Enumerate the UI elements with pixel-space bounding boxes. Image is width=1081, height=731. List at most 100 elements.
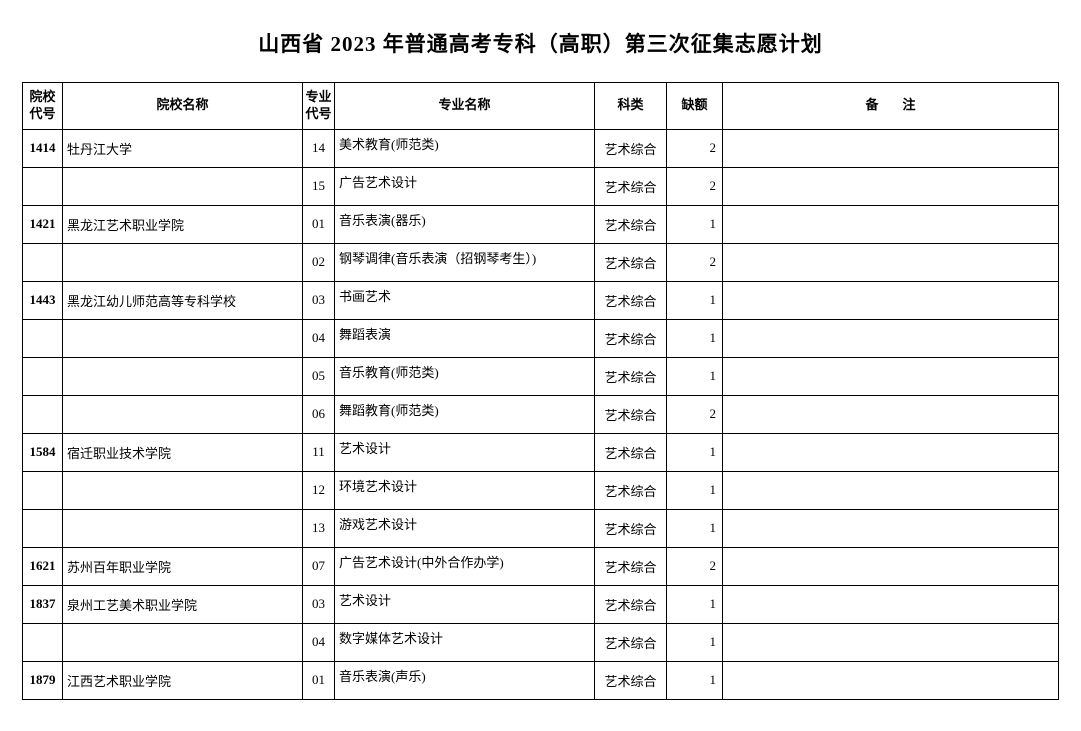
cell-notes — [723, 585, 1059, 623]
cell-category: 艺术综合 — [595, 471, 667, 509]
cell-school-code — [23, 395, 63, 433]
cell-notes — [723, 395, 1059, 433]
cell-major-name: 钢琴调律(音乐表演（招钢琴考生）) — [335, 243, 595, 281]
cell-major-name: 数字媒体艺术设计 — [335, 623, 595, 661]
cell-category: 艺术综合 — [595, 167, 667, 205]
cell-vacancy: 1 — [667, 281, 723, 319]
cell-school-name: 黑龙江艺术职业学院 — [63, 205, 303, 243]
cell-notes — [723, 433, 1059, 471]
cell-major-code: 04 — [303, 623, 335, 661]
cell-school-code — [23, 471, 63, 509]
cell-school-name: 泉州工艺美术职业学院 — [63, 585, 303, 623]
cell-vacancy: 1 — [667, 319, 723, 357]
table-row: 1879江西艺术职业学院01音乐表演(声乐)艺术综合1 — [23, 661, 1059, 699]
cell-notes — [723, 547, 1059, 585]
cell-notes — [723, 243, 1059, 281]
cell-school-code: 1837 — [23, 585, 63, 623]
cell-category: 艺术综合 — [595, 205, 667, 243]
cell-major-name: 音乐教育(师范类) — [335, 357, 595, 395]
cell-school-name: 黑龙江幼儿师范高等专科学校 — [63, 281, 303, 319]
cell-notes — [723, 357, 1059, 395]
cell-vacancy: 2 — [667, 243, 723, 281]
cell-school-code — [23, 243, 63, 281]
table-row: 1584宿迁职业技术学院11艺术设计艺术综合1 — [23, 433, 1059, 471]
cell-category: 艺术综合 — [595, 319, 667, 357]
cell-school-name — [63, 243, 303, 281]
cell-category: 艺术综合 — [595, 433, 667, 471]
cell-notes — [723, 167, 1059, 205]
table-row: 1443黑龙江幼儿师范高等专科学校03书画艺术艺术综合1 — [23, 281, 1059, 319]
cell-notes — [723, 319, 1059, 357]
cell-major-name: 广告艺术设计(中外合作办学) — [335, 547, 595, 585]
table-row: 06舞蹈教育(师范类)艺术综合2 — [23, 395, 1059, 433]
cell-notes — [723, 661, 1059, 699]
cell-notes — [723, 509, 1059, 547]
cell-notes — [723, 471, 1059, 509]
table-row: 1414牡丹江大学14美术教育(师范类)艺术综合2 — [23, 129, 1059, 167]
table-row: 02钢琴调律(音乐表演（招钢琴考生）)艺术综合2 — [23, 243, 1059, 281]
cell-major-name: 舞蹈教育(师范类) — [335, 395, 595, 433]
cell-major-code: 05 — [303, 357, 335, 395]
cell-category: 艺术综合 — [595, 661, 667, 699]
header-notes: 备注 — [723, 83, 1059, 130]
cell-school-code — [23, 167, 63, 205]
cell-vacancy: 1 — [667, 509, 723, 547]
cell-category: 艺术综合 — [595, 547, 667, 585]
cell-notes — [723, 129, 1059, 167]
cell-major-code: 02 — [303, 243, 335, 281]
cell-school-code — [23, 509, 63, 547]
cell-major-code: 14 — [303, 129, 335, 167]
cell-major-name: 音乐表演(声乐) — [335, 661, 595, 699]
cell-major-name: 艺术设计 — [335, 433, 595, 471]
cell-category: 艺术综合 — [595, 585, 667, 623]
cell-school-name: 牡丹江大学 — [63, 129, 303, 167]
admission-plan-table: 院校代号 院校名称 专业代号 专业名称 科类 缺额 备注 1414牡丹江大学14… — [22, 82, 1059, 700]
cell-major-code: 01 — [303, 661, 335, 699]
cell-major-code: 07 — [303, 547, 335, 585]
header-school-name: 院校名称 — [63, 83, 303, 130]
table-row: 05音乐教育(师范类)艺术综合1 — [23, 357, 1059, 395]
cell-school-code: 1879 — [23, 661, 63, 699]
cell-major-code: 15 — [303, 167, 335, 205]
cell-vacancy: 1 — [667, 661, 723, 699]
cell-school-name — [63, 395, 303, 433]
cell-major-code: 11 — [303, 433, 335, 471]
cell-school-code: 1584 — [23, 433, 63, 471]
header-major-code: 专业代号 — [303, 83, 335, 130]
cell-school-code — [23, 357, 63, 395]
table-row: 1837泉州工艺美术职业学院03艺术设计艺术综合1 — [23, 585, 1059, 623]
cell-major-code: 03 — [303, 281, 335, 319]
cell-notes — [723, 623, 1059, 661]
cell-school-name: 江西艺术职业学院 — [63, 661, 303, 699]
cell-category: 艺术综合 — [595, 357, 667, 395]
table-header-row: 院校代号 院校名称 专业代号 专业名称 科类 缺额 备注 — [23, 83, 1059, 130]
cell-major-name: 游戏艺术设计 — [335, 509, 595, 547]
cell-major-name: 音乐表演(器乐) — [335, 205, 595, 243]
cell-major-code: 03 — [303, 585, 335, 623]
cell-major-name: 美术教育(师范类) — [335, 129, 595, 167]
cell-vacancy: 1 — [667, 471, 723, 509]
cell-category: 艺术综合 — [595, 623, 667, 661]
header-vacancy: 缺额 — [667, 83, 723, 130]
cell-category: 艺术综合 — [595, 129, 667, 167]
cell-major-code: 04 — [303, 319, 335, 357]
cell-vacancy: 2 — [667, 547, 723, 585]
cell-major-name: 艺术设计 — [335, 585, 595, 623]
cell-vacancy: 1 — [667, 623, 723, 661]
cell-vacancy: 1 — [667, 433, 723, 471]
cell-vacancy: 1 — [667, 585, 723, 623]
cell-school-name: 苏州百年职业学院 — [63, 547, 303, 585]
cell-school-code: 1443 — [23, 281, 63, 319]
cell-major-code: 01 — [303, 205, 335, 243]
cell-school-code: 1621 — [23, 547, 63, 585]
cell-major-code: 12 — [303, 471, 335, 509]
header-category: 科类 — [595, 83, 667, 130]
cell-school-name — [63, 357, 303, 395]
cell-major-name: 书画艺术 — [335, 281, 595, 319]
cell-school-code — [23, 319, 63, 357]
cell-category: 艺术综合 — [595, 395, 667, 433]
cell-school-code: 1421 — [23, 205, 63, 243]
cell-major-name: 舞蹈表演 — [335, 319, 595, 357]
cell-major-code: 13 — [303, 509, 335, 547]
cell-vacancy: 1 — [667, 205, 723, 243]
